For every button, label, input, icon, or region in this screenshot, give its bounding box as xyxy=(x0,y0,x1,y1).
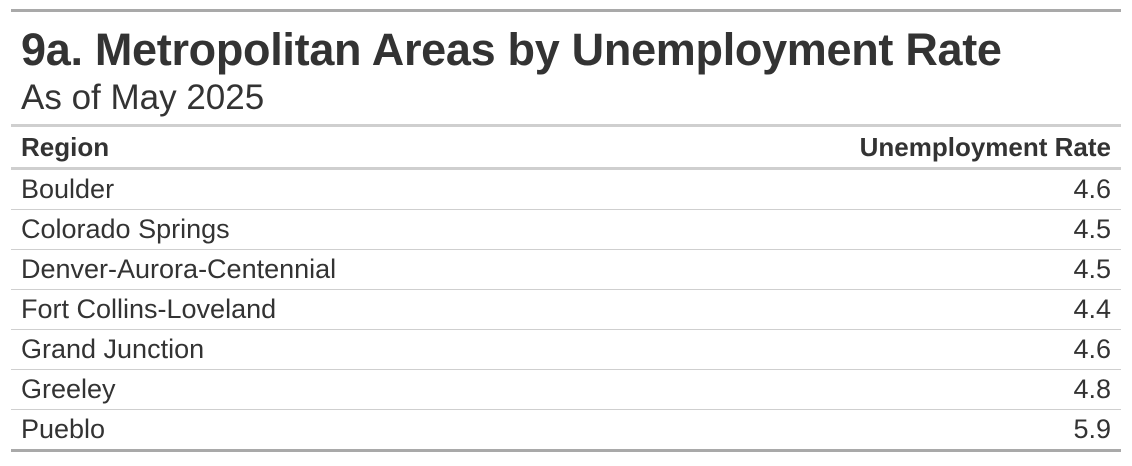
table-header-row: Region Unemployment Rate xyxy=(11,127,1121,170)
unemployment-table: Region Unemployment Rate Boulder 4.6 Col… xyxy=(11,127,1121,452)
region-cell: Fort Collins-Loveland xyxy=(11,289,711,330)
rate-cell: 4.4 xyxy=(711,289,1121,330)
table-row: Denver-Aurora-Centennial 4.5 xyxy=(11,249,1121,290)
region-cell: Colorado Springs xyxy=(11,209,711,250)
region-cell: Grand Junction xyxy=(11,329,711,370)
region-cell: Pueblo xyxy=(11,409,711,452)
region-cell: Boulder xyxy=(11,168,711,210)
table-row: Colorado Springs 4.5 xyxy=(11,209,1121,250)
region-cell: Denver-Aurora-Centennial xyxy=(11,249,711,290)
rate-cell: 4.6 xyxy=(711,168,1121,210)
rate-cell: 4.6 xyxy=(711,329,1121,370)
table-row: Grand Junction 4.6 xyxy=(11,329,1121,370)
table-row: Pueblo 5.9 xyxy=(11,409,1121,452)
table-row: Fort Collins-Loveland 4.4 xyxy=(11,289,1121,330)
table-container: 9a. Metropolitan Areas by Unemployment R… xyxy=(11,9,1121,452)
top-rule xyxy=(11,9,1121,12)
page-title: 9a. Metropolitan Areas by Unemployment R… xyxy=(21,24,1002,75)
table-row: Boulder 4.6 xyxy=(11,168,1121,210)
rate-cell: 5.9 xyxy=(711,409,1121,452)
table-row: Greeley 4.8 xyxy=(11,369,1121,410)
rate-cell: 4.5 xyxy=(711,209,1121,250)
header-rule xyxy=(11,124,1121,127)
region-cell: Greeley xyxy=(11,369,711,410)
page-subtitle: As of May 2025 xyxy=(21,78,265,117)
rate-cell: 4.8 xyxy=(711,369,1121,410)
column-header-rate: Unemployment Rate xyxy=(711,127,1121,170)
rate-cell: 4.5 xyxy=(711,249,1121,290)
column-header-region: Region xyxy=(11,127,711,170)
